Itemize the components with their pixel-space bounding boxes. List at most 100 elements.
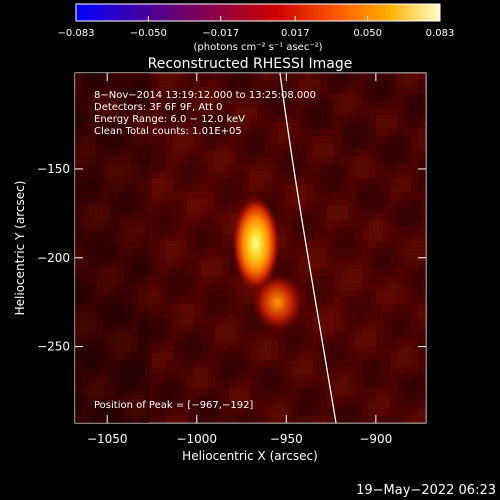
noise-cell: [362, 367, 369, 374]
noise-cell: [173, 332, 180, 339]
noise-cell: [264, 409, 271, 416]
noise-cell: [327, 311, 334, 318]
noise-cell: [355, 402, 362, 409]
noise-cell: [411, 171, 418, 178]
noise-cell: [145, 185, 152, 192]
noise-cell: [215, 360, 222, 367]
noise-cell: [404, 402, 411, 409]
noise-cell: [271, 402, 278, 409]
noise-cell: [159, 171, 166, 178]
noise-cell: [383, 164, 390, 171]
noise-cell: [334, 171, 341, 178]
noise-cell: [117, 255, 124, 262]
noise-cell: [194, 143, 201, 150]
noise-cell: [418, 136, 425, 143]
noise-cell: [418, 290, 425, 297]
noise-cell: [138, 80, 145, 87]
noise-cell: [131, 143, 138, 150]
noise-cell: [180, 143, 187, 150]
noise-cell: [194, 262, 201, 269]
noise-cell: [425, 94, 426, 101]
noise-cell: [117, 409, 124, 416]
noise-cell: [229, 136, 236, 143]
noise-cell: [89, 255, 96, 262]
noise-cell: [348, 311, 355, 318]
noise-cell: [376, 220, 383, 227]
noise-cell: [131, 192, 138, 199]
noise-cell: [292, 241, 299, 248]
noise-cell: [138, 297, 145, 304]
noise-cell: [173, 115, 180, 122]
noise-cell: [306, 178, 313, 185]
info-line-1: 8−Nov−2014 13:19:12.000 to 13:25:08.000: [94, 90, 316, 101]
noise-cell: [201, 402, 208, 409]
noise-cell: [348, 157, 355, 164]
noise-cell: [383, 388, 390, 395]
noise-cell: [404, 311, 411, 318]
noise-cell: [117, 171, 124, 178]
noise-cell: [131, 227, 138, 234]
noise-cell: [110, 115, 117, 122]
noise-cell: [173, 241, 180, 248]
noise-cell: [138, 367, 145, 374]
noise-cell: [243, 87, 250, 94]
noise-cell: [173, 367, 180, 374]
noise-cell: [264, 143, 271, 150]
noise-cell: [320, 122, 327, 129]
noise-cell: [250, 129, 257, 136]
noise-cell: [425, 304, 426, 311]
noise-cell: [341, 283, 348, 290]
noise-cell: [278, 248, 285, 255]
noise-cell: [362, 108, 369, 115]
noise-cell: [117, 136, 124, 143]
noise-cell: [96, 80, 103, 87]
noise-cell: [320, 409, 327, 416]
noise-cell: [348, 178, 355, 185]
noise-cell: [418, 157, 425, 164]
noise-cell: [89, 241, 96, 248]
noise-cell: [320, 115, 327, 122]
noise-cell: [348, 262, 355, 269]
noise-cell: [292, 388, 299, 395]
noise-cell: [271, 178, 278, 185]
noise-cell: [75, 213, 82, 220]
noise-cell: [362, 227, 369, 234]
noise-cell: [355, 241, 362, 248]
noise-cell: [103, 269, 110, 276]
noise-cell: [306, 416, 313, 423]
noise-cell: [222, 143, 229, 150]
noise-cell: [152, 360, 159, 367]
noise-cell: [271, 80, 278, 87]
noise-cell: [411, 234, 418, 241]
noise-cell: [152, 73, 159, 80]
noise-cell: [208, 374, 215, 381]
noise-cell: [285, 136, 292, 143]
noise-cell: [103, 192, 110, 199]
noise-cell: [376, 381, 383, 388]
noise-cell: [397, 129, 404, 136]
noise-cell: [250, 150, 257, 157]
noise-cell: [180, 346, 187, 353]
noise-cell: [152, 325, 159, 332]
noise-cell: [110, 402, 117, 409]
noise-cell: [96, 129, 103, 136]
noise-cell: [425, 248, 426, 255]
noise-cell: [348, 192, 355, 199]
noise-cell: [376, 374, 383, 381]
noise-cell: [89, 311, 96, 318]
noise-cell: [320, 178, 327, 185]
noise-cell: [341, 409, 348, 416]
noise-cell: [229, 381, 236, 388]
noise-cell: [397, 108, 404, 115]
noise-cell: [425, 262, 426, 269]
noise-cell: [103, 80, 110, 87]
noise-cell: [376, 192, 383, 199]
noise-cell: [138, 311, 145, 318]
noise-cell: [208, 276, 215, 283]
noise-cell: [236, 374, 243, 381]
noise-cell: [250, 388, 257, 395]
noise-cell: [159, 290, 166, 297]
noise-cell: [418, 402, 425, 409]
noise-cell: [124, 325, 131, 332]
noise-cell: [425, 157, 426, 164]
